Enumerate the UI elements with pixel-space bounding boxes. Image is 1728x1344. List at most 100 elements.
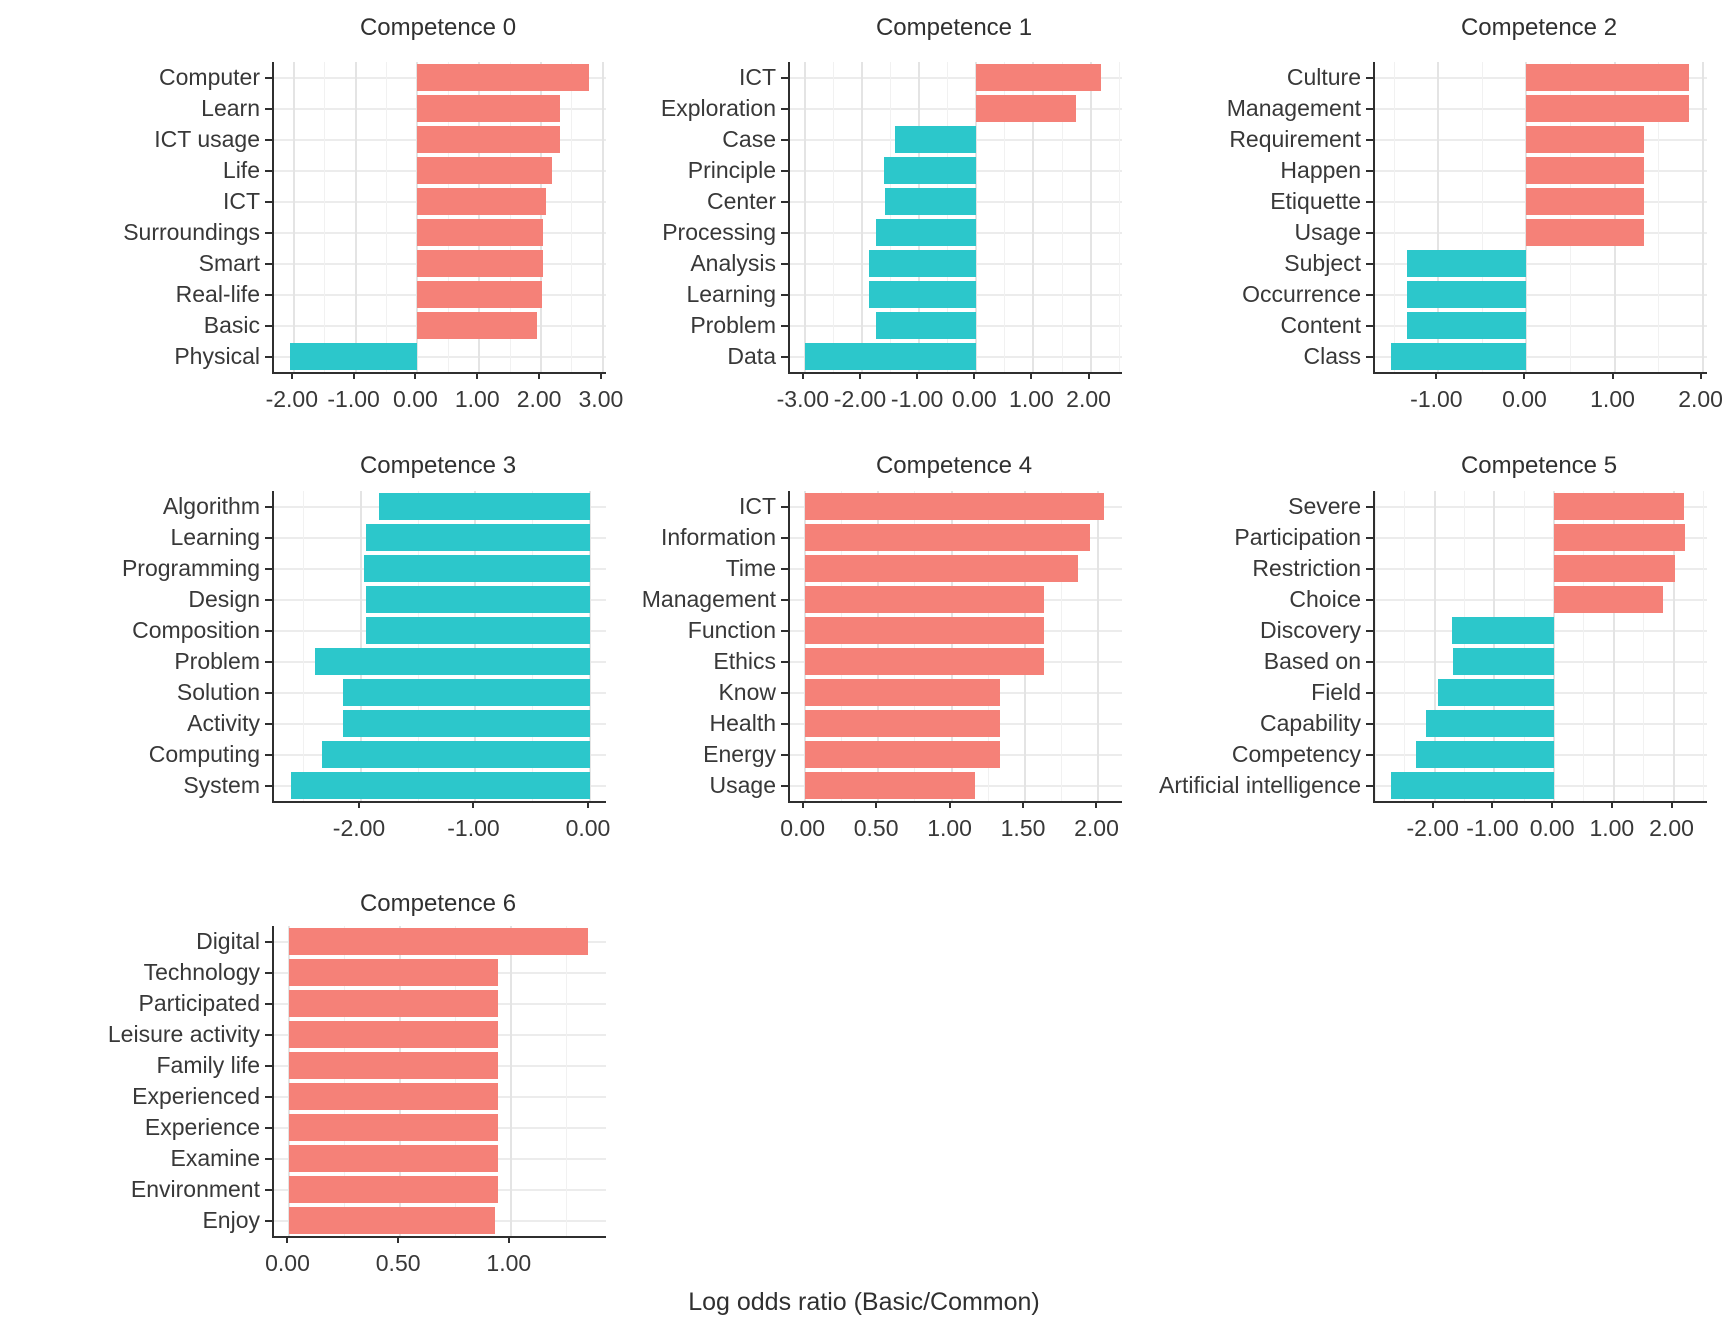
y-axis-label: Leisure activity <box>107 1020 260 1047</box>
bar-field <box>1437 679 1555 706</box>
bar-requirement <box>1526 126 1645 153</box>
panel-cell-4: Competence 4 ICT Information Time Management… <box>600 410 1128 860</box>
gridline-major <box>354 62 357 372</box>
x-axis-tick-label: 1.00 <box>454 386 500 412</box>
x-axis-tick <box>1095 801 1098 808</box>
gridline-minor <box>1374 491 1376 801</box>
y-axis-tick <box>265 324 272 327</box>
y-axis-tick <box>781 169 788 172</box>
x-axis-tick <box>1435 372 1438 379</box>
x-axis-tick-label: 2.00 <box>516 386 562 412</box>
bar-data <box>804 343 977 370</box>
x-axis-tick-label: 0.50 <box>853 815 899 841</box>
bar-function <box>804 617 1045 644</box>
gridline-minor <box>890 62 892 372</box>
gridline-minor <box>1118 62 1120 372</box>
y-axis-tick <box>781 660 788 663</box>
gridline-minor <box>532 491 534 801</box>
y-axis-tick <box>1366 567 1373 570</box>
gridline-minor <box>1404 491 1406 801</box>
y-axis-label: Know <box>718 678 776 705</box>
y-axis-tick <box>265 1095 272 1098</box>
y-axis-label: Digital <box>196 927 260 954</box>
y-axis-label: Health <box>709 709 776 736</box>
gridline-minor <box>565 926 567 1236</box>
y-axis-label: Family life <box>156 1051 260 1078</box>
x-axis-tick <box>1087 372 1090 379</box>
y-axis-tick <box>781 76 788 79</box>
bar-competency <box>1416 741 1555 768</box>
y-axis-tick <box>1366 107 1373 110</box>
gridline-minor <box>840 491 842 801</box>
gridline-minor <box>344 926 346 1236</box>
x-axis-tick-label: 2.00 <box>1678 386 1723 412</box>
facet-title-1: Competence 1 <box>875 14 1033 41</box>
bar-exploration <box>976 95 1077 122</box>
gridline-minor <box>1464 491 1466 801</box>
y-axis-label: System <box>183 771 260 798</box>
panel-cell-6: Competence 6 Digital Technology Participate… <box>0 860 606 1280</box>
y-axis-tick <box>265 691 272 694</box>
y-axis-label: Processing <box>662 218 776 245</box>
y-axis-tick <box>781 107 788 110</box>
y-axis-tick <box>781 293 788 296</box>
y-axis-tick <box>265 200 272 203</box>
x-axis-tick <box>916 372 919 379</box>
bar-real-life <box>417 281 543 308</box>
gridline-major <box>292 62 295 372</box>
gridline-minor <box>386 62 388 372</box>
y-axis-tick <box>781 505 788 508</box>
x-axis-tick-label: -3.00 <box>776 386 830 412</box>
x-axis-tick-label: 0.00 <box>1502 386 1547 412</box>
facet-title-5: Competence 5 <box>1460 452 1618 479</box>
bar-analysis <box>868 250 977 277</box>
x-axis-tick <box>476 372 479 379</box>
y-axis-label: Class <box>1303 342 1361 369</box>
x-axis-tick <box>1030 372 1033 379</box>
x-axis-tick <box>1670 801 1673 808</box>
bar-discovery <box>1452 617 1555 644</box>
gridline-minor <box>1523 491 1525 801</box>
bar-solution <box>342 679 590 706</box>
y-axis-tick <box>781 629 788 632</box>
x-axis-tick <box>801 801 804 808</box>
y-axis-tick <box>1366 293 1373 296</box>
y-axis-label: Artificial intelligence <box>1159 771 1361 798</box>
gridline-minor <box>987 491 989 801</box>
plot-panel-2 <box>1373 62 1707 374</box>
y-axis-label: Computer <box>159 63 260 90</box>
bar-smart <box>417 250 543 277</box>
gridline-major <box>416 62 419 372</box>
bar-time <box>804 555 1078 582</box>
bar-composition <box>365 617 590 644</box>
y-axis-label: Examine <box>170 1144 260 1171</box>
y-axis-label: Problem <box>690 311 776 338</box>
y-axis-tick <box>265 138 272 141</box>
bar-know <box>804 679 1001 706</box>
bar-enjoy <box>289 1207 496 1234</box>
y-axis-label: Case <box>722 125 776 152</box>
y-axis-tick <box>781 753 788 756</box>
y-axis-label: Learning <box>170 523 260 550</box>
x-axis-tick <box>875 801 878 808</box>
bar-case <box>895 126 977 153</box>
x-axis-tick <box>538 372 541 379</box>
y-axis-label: Center <box>706 187 776 214</box>
x-axis-tick <box>472 801 475 808</box>
x-axis-tick-label: 0.00 <box>393 386 438 412</box>
x-axis-tick-label: 0.00 <box>565 815 611 841</box>
x-axis-tick-label: 0.00 <box>265 1250 310 1276</box>
gridline-horizontal <box>1375 355 1707 358</box>
y-axis-label: Data <box>727 342 776 369</box>
y-axis-label: ICT <box>738 492 776 519</box>
x-axis-tick-label: 0.00 <box>951 386 997 412</box>
y-axis-label: Basic <box>203 311 260 338</box>
bar-algorithm <box>379 493 590 520</box>
y-axis-tick <box>265 1126 272 1129</box>
gridline-horizontal <box>1375 567 1707 570</box>
bar-participated <box>289 990 498 1017</box>
gridline-major <box>288 926 291 1236</box>
bar-management <box>804 586 1045 613</box>
y-axis-tick <box>1366 722 1373 725</box>
x-axis-tick-label: -2.00 <box>265 386 318 412</box>
